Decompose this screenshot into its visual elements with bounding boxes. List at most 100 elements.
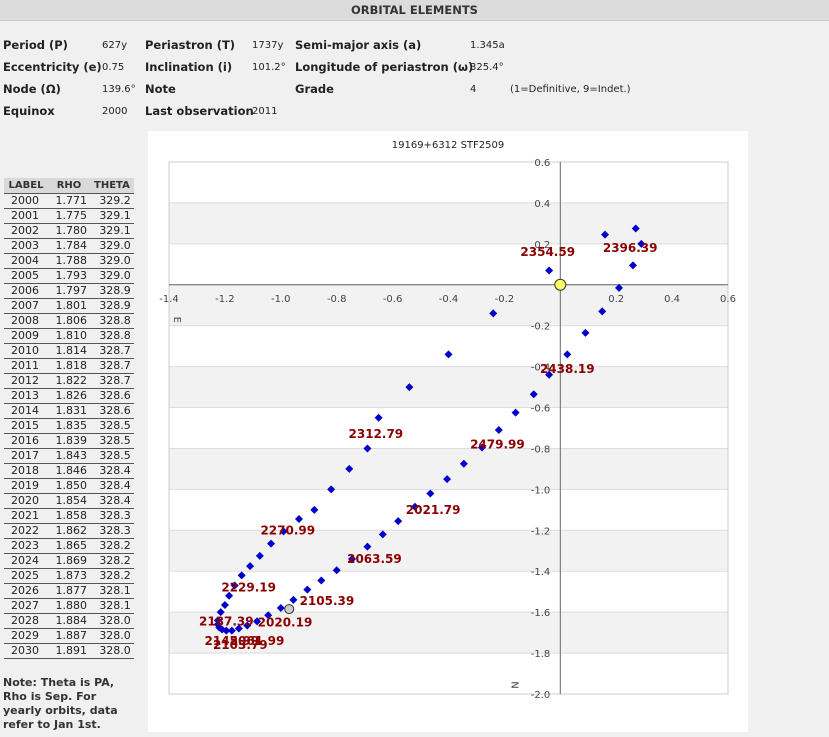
- equinox-value: 2000: [102, 106, 128, 117]
- cell-rho: 1.839: [48, 433, 90, 449]
- orbit-point: [327, 485, 336, 494]
- orbit-point: [222, 626, 231, 635]
- inclination-label: Inclination (i): [145, 60, 233, 74]
- orbit-point: [511, 408, 520, 417]
- cell-rho: 1.771: [48, 193, 90, 209]
- date-annotation: 2229.19: [221, 581, 276, 595]
- axes: [168, 161, 729, 695]
- orbit-point: [628, 261, 637, 270]
- long-periastron-label: Longitude of periastron (ω): [295, 60, 474, 74]
- cell-theta: 328.6: [90, 388, 134, 404]
- cell-theta: 328.4: [90, 493, 134, 509]
- plot-frame: [168, 161, 729, 695]
- cell-theta: 329.1: [90, 208, 134, 224]
- date-annotation: 2396.39: [603, 241, 658, 255]
- orbit-point: [563, 350, 572, 359]
- orbit-point: [405, 383, 414, 392]
- last-observation-label: Last observation: [145, 104, 254, 118]
- cell-theta: 328.9: [90, 298, 134, 314]
- table-row: 2014 1.831 328.6: [4, 403, 134, 419]
- y-tick-label: 0.4: [534, 199, 550, 210]
- x-tick-label: -1.4: [159, 294, 179, 305]
- cell-label: 2020: [4, 493, 48, 509]
- period-value: 627y: [102, 40, 128, 51]
- current-position-marker: [284, 604, 295, 615]
- cell-rho: 1.873: [48, 568, 90, 584]
- y-tick-label: -0.8: [531, 444, 551, 455]
- tick-labels: -1.4 -1.2 -1.0 -0.8 -0.6 -0.4 -0.2 0.2 0.4 0.6 0.6…: [159, 158, 736, 701]
- table-row: 2024 1.869 328.2: [4, 553, 134, 569]
- cell-theta: 328.2: [90, 538, 134, 554]
- cell-theta: 328.1: [90, 583, 134, 599]
- orbit-point: [443, 475, 452, 484]
- cell-theta: 328.3: [90, 508, 134, 524]
- table-row: 2015 1.835 328.5: [4, 418, 134, 434]
- periastron-value: 1737y: [252, 40, 284, 51]
- orbit-point: [410, 502, 419, 511]
- cell-rho: 1.801: [48, 298, 90, 314]
- orbit-point: [230, 581, 239, 590]
- table-row: 2027 1.880 328.1: [4, 598, 134, 614]
- orbit-point: [276, 604, 285, 613]
- cell-rho: 1.784: [48, 238, 90, 254]
- periastron-label: Periastron (T): [145, 38, 236, 52]
- cell-theta: 328.0: [90, 643, 134, 659]
- cell-theta: 328.7: [90, 343, 134, 359]
- table-row: 2002 1.780 329.1: [4, 223, 134, 239]
- orbit-point: [394, 517, 403, 526]
- cell-label: 2004: [4, 253, 48, 269]
- cell-theta: 328.8: [90, 313, 134, 329]
- cell-rho: 1.884: [48, 613, 90, 629]
- chart-title: 19169+6312 STF2509: [392, 140, 504, 151]
- cell-rho: 1.814: [48, 343, 90, 359]
- date-annotation: 2105.39: [300, 594, 355, 608]
- table-row: 2007 1.801 328.9: [4, 298, 134, 314]
- cell-rho: 1.877: [48, 583, 90, 599]
- cell-rho: 1.843: [48, 448, 90, 464]
- orbit-point: [478, 443, 487, 452]
- table-row: 2016 1.839 328.5: [4, 433, 134, 449]
- y-tick-label: -1.4: [531, 567, 551, 578]
- orbit-point: [267, 539, 276, 548]
- cell-rho: 1.835: [48, 418, 90, 434]
- x-tick-label: -0.2: [495, 294, 515, 305]
- orbit-point: [225, 591, 234, 600]
- date-annotation: 2020.19: [258, 615, 313, 629]
- cell-theta: 328.5: [90, 448, 134, 464]
- cell-label: 2000: [4, 193, 48, 209]
- primary-star-marker: [554, 278, 567, 291]
- cell-label: 2002: [4, 223, 48, 239]
- cell-theta: 329.0: [90, 238, 134, 254]
- node-label: Node (Ω): [3, 82, 61, 96]
- cell-rho: 1.887: [48, 628, 90, 644]
- x-tick-label: -0.6: [383, 294, 403, 305]
- ephemeris-table: LABEL RHO THETA 2000 1.771 329.2 2001 1.775 3…: [4, 178, 134, 659]
- orbit-point: [213, 616, 222, 625]
- cell-label: 2009: [4, 328, 48, 344]
- cell-label: 2001: [4, 208, 48, 224]
- cell-theta: 329.0: [90, 268, 134, 284]
- orbit-point: [213, 620, 222, 629]
- table-row: 2026 1.877 328.1: [4, 583, 134, 599]
- orbit-point: [332, 566, 341, 575]
- x-tick-label: -0.4: [439, 294, 459, 305]
- cell-theta: 328.2: [90, 553, 134, 569]
- cell-rho: 1.775: [48, 208, 90, 224]
- table-row: 2025 1.873 328.2: [4, 568, 134, 584]
- y-tick-label: -0.6: [531, 404, 551, 415]
- orbit-point: [545, 266, 554, 275]
- date-annotations: 2354.59 2396.39 2438.19 2312.79 2479.99 2021.…: [199, 241, 658, 652]
- orbit-point: [494, 426, 503, 435]
- table-row: 2018 1.846 328.4: [4, 463, 134, 479]
- eccentricity-label: Eccentricity (e): [3, 60, 102, 74]
- x-tick-label: -0.8: [327, 294, 347, 305]
- cell-theta: 328.2: [90, 568, 134, 584]
- cell-theta: 329.1: [90, 223, 134, 239]
- cell-rho: 1.806: [48, 313, 90, 329]
- cell-rho: 1.862: [48, 523, 90, 539]
- cell-label: 2013: [4, 388, 48, 404]
- grid-band: [169, 366, 728, 408]
- cell-rho: 1.850: [48, 478, 90, 494]
- cell-label: 2029: [4, 628, 48, 644]
- y-tick-label: -1.0: [531, 485, 551, 496]
